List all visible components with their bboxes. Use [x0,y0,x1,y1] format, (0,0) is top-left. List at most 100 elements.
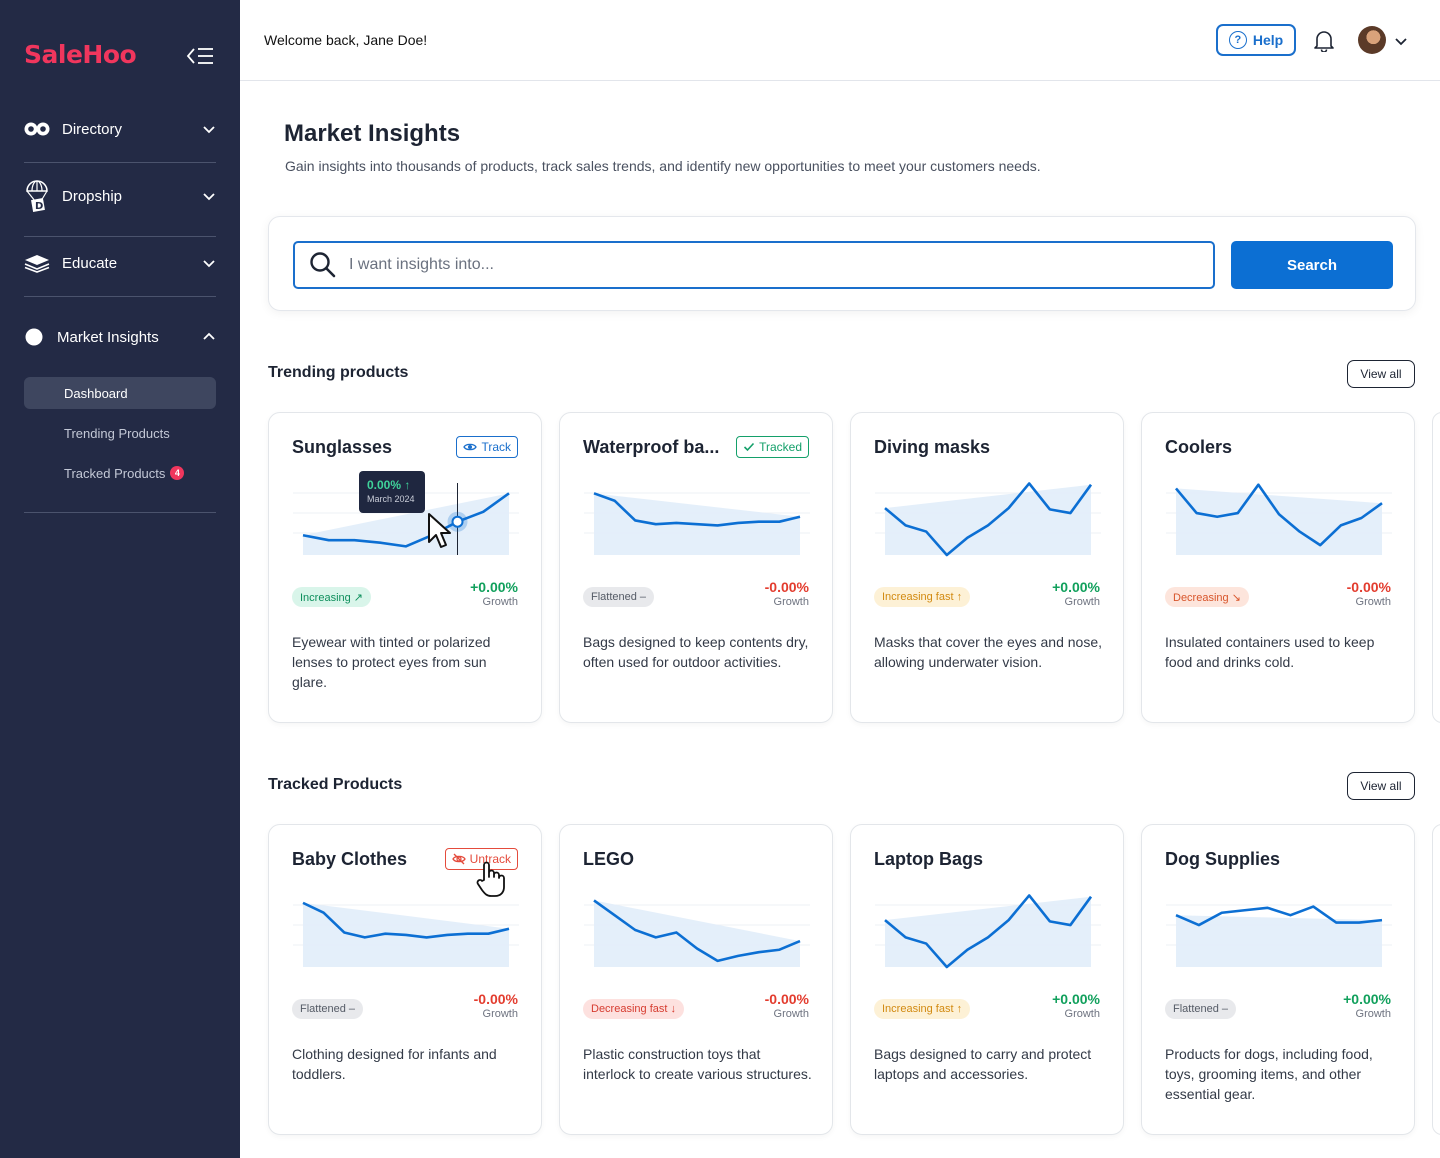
product-card[interactable]: Laptop Bags Increasing fast ↑ +0.00% Growth… [850,824,1124,1135]
trend-badge: Increasing fast ↑ [874,999,971,1019]
chevron-down-icon[interactable] [1394,34,1408,48]
question-icon: ? [1228,31,1247,49]
trend-badge: Increasing ↗ [292,587,372,607]
chevron-down-icon [203,126,215,134]
chart-tooltip: 0.00% ↑ March 2024 [359,471,425,513]
sub-item-label: Tracked Products [64,465,166,481]
product-card[interactable]: Coolers Decreasing ↘ -0.00% Growth Insulated… [1141,412,1415,723]
search-button[interactable]: Search [1231,241,1393,289]
check-icon [744,442,755,452]
growth-label: Growth [482,1008,518,1020]
track-button[interactable]: Track [456,436,518,458]
trend-area [885,896,1091,967]
tracked-button[interactable]: Tracked [736,436,809,458]
trend-chart[interactable] [293,473,519,563]
trend-chart[interactable] [584,885,810,975]
sub-item-trending-products[interactable]: Trending Products [24,417,216,449]
sidebar-item-directory[interactable]: Directory [24,104,216,154]
product-description: Masks that cover the eyes and nose, allo… [874,634,1103,670]
hand-cursor-icon [476,861,505,897]
tracked-section-title: Tracked Products [268,776,403,793]
salehoo-logo[interactable]: SaleHoo [24,40,137,69]
product-description: Plastic construction toys that interlock… [583,1046,812,1082]
sub-item-dashboard[interactable]: Dashboard [24,377,216,409]
eye-off-icon [451,853,466,865]
divider [24,162,216,163]
sidebar-item-label: Directory [62,120,123,138]
sub-item-tracked-products[interactable]: Tracked Products 4 [24,457,216,489]
product-description: Insulated containers used to keep food a… [1165,634,1375,670]
trend-line [593,492,801,527]
untrack-button[interactable]: Untrack [444,848,518,870]
trend-line [1175,483,1383,547]
product-title: Laptop Bags [874,849,984,869]
next-card-peek [1432,412,1440,723]
top-header: Welcome back, Jane Doe! ? Help [240,0,1440,81]
trend-badge: Flattened – [583,587,655,607]
chevron-up-icon [203,332,215,340]
action-label: Tracked [759,440,802,454]
trend-line [884,482,1093,557]
product-card[interactable]: Sunglasses Track Increasing ↗ +0.00% Growth E… [268,412,542,723]
search-field[interactable] [293,241,1215,289]
market-insights-icon [24,324,44,350]
growth-value: +0.00% [470,579,518,595]
trend-badge: Flattened – [1165,999,1237,1019]
help-label: Help [1252,32,1284,48]
trend-area [1176,488,1382,555]
sub-item-label: Dashboard [64,385,128,401]
bell-icon[interactable] [1312,30,1336,52]
sidebar-item-market-insights[interactable]: Market Insights [24,312,216,362]
growth-label: Growth [1355,1008,1391,1020]
product-card[interactable]: Waterproof ba... Tracked Flattened – -0.00%… [559,412,833,723]
product-title: Waterproof ba... [583,437,720,457]
tracked-view-all-button[interactable]: View all [1347,772,1415,800]
growth-value: -0.00% [473,991,518,1007]
trend-line [593,899,801,963]
tooltip-date: March 2024 [367,494,415,504]
sidebar-item-dropship[interactable]: D Dropship [24,171,216,221]
product-title: LEGO [583,849,635,869]
sub-item-label: Trending Products [64,425,170,441]
sidebar-item-label: Market Insights [57,328,159,346]
collapse-sidebar-icon[interactable] [186,46,214,66]
product-card[interactable]: LEGO Decreasing fast ↓ -0.00% Growth Plastic… [559,824,833,1135]
trend-chart[interactable] [875,885,1101,975]
trending-view-all-button[interactable]: View all [1347,360,1415,388]
divider [24,296,216,297]
chevron-down-icon [203,193,215,201]
growth-value: +0.00% [1343,991,1391,1007]
product-card[interactable]: Baby Clothes Untrack Flattened – -0.00% Grow… [268,824,542,1135]
dropship-icon: D [24,180,50,212]
next-card-peek [1432,824,1440,1135]
product-title: Dog Supplies [1165,849,1281,869]
trend-chart[interactable] [293,885,519,975]
trend-chart[interactable] [1166,473,1392,563]
trend-badge: Decreasing fast ↓ [583,999,684,1019]
product-card[interactable]: Dog Supplies Flattened – +0.00% Growth Produ… [1141,824,1415,1135]
product-description: Eyewear with tinted or polarized lenses … [292,634,491,690]
tooltip-value: 0.00% ↑ [367,478,411,492]
chevron-down-icon [203,260,215,268]
trend-chart[interactable] [875,473,1101,563]
trend-chart[interactable] [584,473,810,563]
tracked-count-badge: 4 [170,466,185,480]
trend-line [302,492,510,548]
growth-label: Growth [1064,1008,1100,1020]
sidebar-item-educate[interactable]: Educate [24,238,216,288]
welcome-message: Welcome back, Jane Doe! [264,32,428,48]
trend-chart[interactable] [1166,885,1392,975]
growth-label: Growth [773,1008,809,1020]
avatar[interactable] [1358,26,1386,54]
search-input[interactable] [349,256,1213,274]
help-button[interactable]: ? Help [1216,24,1296,56]
growth-label: Growth [482,596,518,608]
divider [24,236,216,237]
sidebar-item-label: Dropship [62,187,123,205]
product-card[interactable]: Diving masks Increasing fast ↑ +0.00% Growt… [850,412,1124,723]
trending-section-title: Trending products [268,364,409,381]
product-title: Coolers [1165,437,1233,457]
growth-value: -0.00% [764,579,809,595]
growth-value: +0.00% [1052,991,1100,1007]
